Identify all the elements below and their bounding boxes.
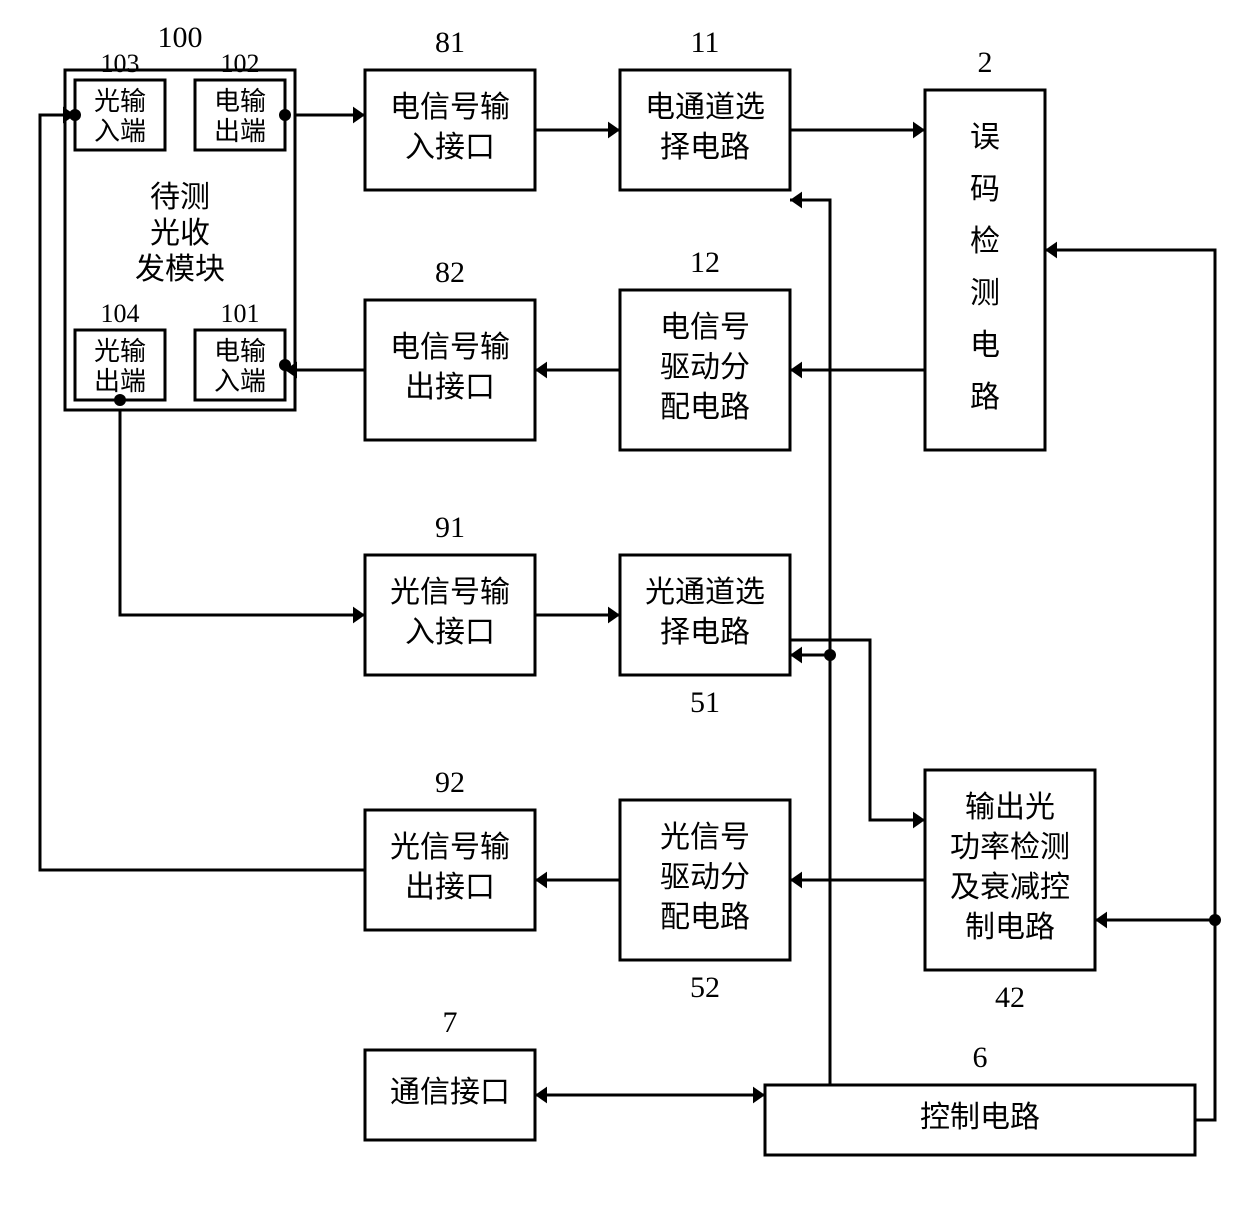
svg-text:入端: 入端 bbox=[94, 117, 146, 146]
svg-text:光收: 光收 bbox=[150, 217, 210, 250]
svg-text:输出光: 输出光 bbox=[965, 791, 1055, 824]
subblock-101-label: 电输入端 bbox=[214, 337, 266, 396]
b82: 82 bbox=[435, 256, 465, 289]
b11: 11 bbox=[691, 26, 720, 59]
block-52-label: 光信号驱动分配电路 bbox=[660, 821, 750, 934]
svg-text:控制电路: 控制电路 bbox=[920, 1101, 1040, 1134]
svg-text:功率检测: 功率检测 bbox=[950, 831, 1070, 864]
b92: 92 bbox=[435, 766, 465, 799]
edge-e6-11 bbox=[790, 200, 830, 1085]
svg-text:驱动分: 驱动分 bbox=[660, 351, 750, 384]
block-6-label: 控制电路 bbox=[920, 1101, 1040, 1134]
svg-text:出端: 出端 bbox=[214, 117, 266, 146]
svg-text:电: 电 bbox=[970, 329, 1000, 362]
svg-text:光信号: 光信号 bbox=[660, 821, 750, 854]
svg-text:择电路: 择电路 bbox=[660, 131, 750, 164]
subblock-102-label: 电输出端 bbox=[214, 87, 266, 146]
svg-text:待测: 待测 bbox=[150, 181, 210, 214]
svg-text:光输: 光输 bbox=[94, 337, 146, 366]
edge-e104-91 bbox=[120, 400, 365, 615]
svg-text:电通道选: 电通道选 bbox=[645, 91, 765, 124]
svg-text:光信号输: 光信号输 bbox=[390, 576, 510, 609]
svg-text:择电路: 择电路 bbox=[660, 616, 750, 649]
svg-text:出端: 出端 bbox=[94, 367, 146, 396]
svg-text:出接口: 出接口 bbox=[405, 871, 495, 904]
edge-e51-42 bbox=[790, 640, 925, 820]
svg-text:驱动分: 驱动分 bbox=[660, 861, 750, 894]
block-7-label: 通信接口 bbox=[390, 1076, 510, 1109]
svg-text:电输: 电输 bbox=[214, 87, 266, 116]
edge-e6-2 bbox=[1045, 250, 1215, 1120]
svg-text:配电路: 配电路 bbox=[660, 391, 750, 424]
b100: 100 bbox=[158, 21, 203, 54]
b2: 2 bbox=[978, 46, 993, 79]
block-12-label: 电信号驱动分配电路 bbox=[660, 311, 750, 424]
svg-text:光通道选: 光通道选 bbox=[645, 576, 765, 609]
subblock-104-num: 104 bbox=[101, 299, 140, 328]
b42: 42 bbox=[995, 981, 1025, 1014]
svg-text:电信号输: 电信号输 bbox=[390, 331, 510, 364]
svg-text:通信接口: 通信接口 bbox=[390, 1076, 510, 1109]
b52: 52 bbox=[690, 971, 720, 1004]
svg-text:码: 码 bbox=[970, 173, 1000, 206]
svg-text:电信号: 电信号 bbox=[660, 311, 750, 344]
subblock-102-num: 102 bbox=[221, 49, 260, 78]
svg-text:电输: 电输 bbox=[214, 337, 266, 366]
b51: 51 bbox=[690, 686, 720, 719]
svg-text:检: 检 bbox=[970, 225, 1000, 258]
svg-text:入端: 入端 bbox=[214, 367, 266, 396]
svg-text:及衰减控: 及衰减控 bbox=[950, 871, 1070, 904]
svg-text:电信号输: 电信号输 bbox=[390, 91, 510, 124]
subblock-103-label: 光输入端 bbox=[94, 87, 146, 146]
block-diagram: 100待测光收发模块103光输入端102电输出端104光输出端101电输入端81… bbox=[0, 0, 1240, 1232]
b6: 6 bbox=[973, 1041, 988, 1074]
b12: 12 bbox=[690, 246, 720, 279]
svg-text:制电路: 制电路 bbox=[965, 911, 1055, 944]
svg-text:入接口: 入接口 bbox=[405, 616, 495, 649]
svg-text:出接口: 出接口 bbox=[405, 371, 495, 404]
b81: 81 bbox=[435, 26, 465, 59]
subblock-104-label: 光输出端 bbox=[94, 337, 146, 396]
svg-text:误: 误 bbox=[970, 121, 1000, 154]
subblock-103-num: 103 bbox=[101, 49, 140, 78]
svg-text:入接口: 入接口 bbox=[405, 131, 495, 164]
svg-text:路: 路 bbox=[970, 381, 1000, 414]
svg-text:发模块: 发模块 bbox=[135, 253, 225, 286]
svg-text:配电路: 配电路 bbox=[660, 901, 750, 934]
b91: 91 bbox=[435, 511, 465, 544]
b7: 7 bbox=[443, 1006, 458, 1039]
svg-text:光输: 光输 bbox=[94, 87, 146, 116]
svg-text:光信号输: 光信号输 bbox=[390, 831, 510, 864]
subblock-101-num: 101 bbox=[221, 299, 260, 328]
svg-text:测: 测 bbox=[970, 277, 1000, 310]
